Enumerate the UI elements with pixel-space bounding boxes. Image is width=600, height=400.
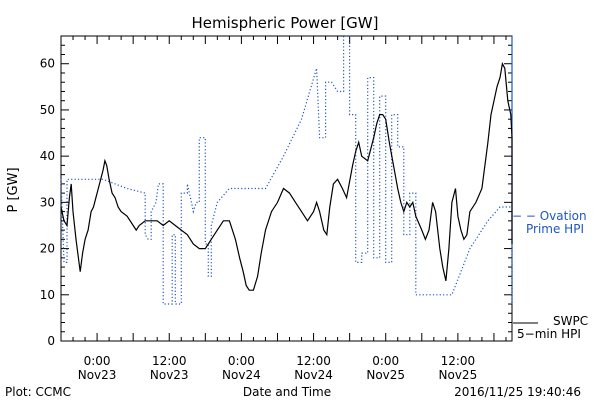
x-axis-ticks: 0:00Nov2312:00Nov230:00Nov2412:00Nov240:… — [60, 36, 507, 382]
legend-ovation-line2: Prime HPI — [526, 222, 584, 236]
legend-swpc: SWPC 5−min HPI — [513, 314, 588, 341]
ovation-prime-hpi-series — [60, 35, 513, 305]
y-axis-ticks: 0 10 20 30 40 50 60 — [40, 35, 512, 348]
footer-timestamp: 2016/11/25 19:40:46 — [454, 385, 581, 399]
legend-ovation-line1: − − Ovation — [512, 209, 587, 223]
x-tick-date-label: Nov25 — [439, 368, 478, 382]
x-tick-time-label: 12:00 — [296, 354, 331, 368]
x-axis-label: Date and Time — [243, 385, 331, 399]
y-tick-label: 0 — [47, 334, 55, 348]
y-axis-label: P [GW] — [6, 167, 21, 212]
legend-swpc-line2: 5−min HPI — [517, 327, 581, 341]
legend-swpc-line1: SWPC — [553, 314, 588, 328]
x-tick-time-label: 12:00 — [152, 354, 187, 368]
legend-ovation: − − Ovation Prime HPI — [512, 209, 587, 236]
x-tick-time-label: 0:00 — [372, 354, 399, 368]
chart-title: Hemispheric Power [GW] — [192, 14, 379, 32]
y-tick-label: 60 — [40, 57, 55, 71]
plot-area — [60, 35, 513, 305]
y-tick-label: 30 — [40, 195, 55, 209]
y-tick-label: 10 — [40, 288, 55, 302]
swpc-hpi-series — [60, 61, 513, 291]
x-tick-date-label: Nov23 — [150, 368, 189, 382]
x-tick-date-label: Nov24 — [294, 368, 333, 382]
footer-plot-credit: Plot: CCMC — [5, 385, 71, 399]
y-tick-label: 40 — [40, 149, 55, 163]
x-tick-date-label: Nov25 — [366, 368, 405, 382]
x-tick-date-label: Nov23 — [78, 368, 117, 382]
x-tick-time-label: 0:00 — [84, 354, 111, 368]
x-tick-time-label: 12:00 — [441, 354, 476, 368]
y-tick-label: 20 — [40, 242, 55, 256]
x-tick-date-label: Nov24 — [222, 368, 261, 382]
x-tick-time-label: 0:00 — [228, 354, 255, 368]
y-tick-label: 50 — [40, 103, 55, 117]
